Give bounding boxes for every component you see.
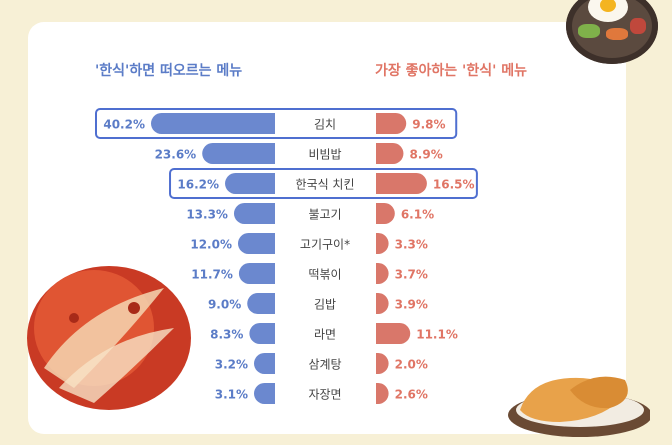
right-value-label: 16.5% bbox=[433, 178, 475, 192]
left-bar bbox=[249, 323, 275, 344]
bibimbap-bowl-illustration bbox=[566, 0, 658, 64]
left-bar bbox=[247, 293, 275, 314]
left-value-label: 3.1% bbox=[215, 388, 248, 402]
kimchi-stem-shape bbox=[59, 328, 174, 403]
right-bar bbox=[376, 143, 404, 164]
right-value-label: 3.7% bbox=[395, 268, 428, 282]
left-bar bbox=[225, 173, 275, 194]
right-bar bbox=[376, 203, 395, 224]
left-panel-title: '한식'하면 떠오르는 메뉴 bbox=[95, 63, 243, 79]
right-bar bbox=[376, 263, 389, 284]
right-value-label: 2.6% bbox=[395, 388, 428, 402]
right-value-label: 3.9% bbox=[395, 298, 428, 312]
left-value-label: 8.3% bbox=[210, 328, 243, 342]
egg-yolk-shape bbox=[600, 0, 616, 12]
left-value-label: 9.0% bbox=[208, 298, 241, 312]
left-value-label: 16.2% bbox=[177, 178, 219, 192]
category-label: 고기구이* bbox=[300, 238, 350, 252]
vegetable-shape bbox=[578, 24, 600, 38]
right-value-label: 3.3% bbox=[395, 238, 428, 252]
left-value-label: 23.6% bbox=[155, 148, 197, 162]
right-bar bbox=[376, 293, 389, 314]
vegetable-shape bbox=[606, 28, 628, 40]
right-bar bbox=[376, 323, 411, 344]
highlight-box bbox=[169, 168, 478, 199]
right-value-label: 2.0% bbox=[395, 358, 428, 372]
left-value-label: 12.0% bbox=[190, 238, 232, 252]
left-bar bbox=[237, 233, 275, 254]
right-bar bbox=[376, 383, 389, 404]
kimchi-illustration bbox=[27, 266, 191, 410]
vegetable-shape bbox=[630, 18, 646, 34]
left-value-label: 40.2% bbox=[103, 118, 145, 132]
right-value-label: 9.8% bbox=[412, 118, 445, 132]
chicken-piece-shape bbox=[570, 376, 628, 409]
right-value-label: 6.1% bbox=[401, 208, 434, 222]
left-value-label: 11.7% bbox=[191, 268, 233, 282]
right-value-label: 8.9% bbox=[409, 148, 442, 162]
left-bar bbox=[238, 263, 275, 284]
category-label: 라면 bbox=[314, 328, 336, 342]
category-label: 비빔밥 bbox=[308, 148, 341, 162]
category-label: 자장면 bbox=[308, 388, 341, 402]
left-bar bbox=[254, 353, 275, 374]
chili-fleck-shape bbox=[69, 313, 79, 323]
highlight-box bbox=[95, 108, 458, 139]
right-bar bbox=[376, 353, 389, 374]
right-panel-title: 가장 좋아하는 '한식' 메뉴 bbox=[375, 63, 527, 79]
category-label: 김밥 bbox=[314, 298, 336, 312]
left-value-label: 3.2% bbox=[215, 358, 248, 372]
category-label: 불고기 bbox=[308, 208, 341, 222]
left-bar bbox=[202, 143, 275, 164]
right-bar bbox=[376, 233, 389, 254]
right-bar bbox=[376, 173, 427, 194]
left-bar bbox=[254, 383, 275, 404]
chili-fleck-shape bbox=[128, 302, 140, 314]
left-value-label: 13.3% bbox=[186, 208, 228, 222]
right-value-label: 11.1% bbox=[416, 328, 458, 342]
category-label: 한국식 치킨 bbox=[295, 178, 354, 192]
right-bar bbox=[376, 113, 407, 134]
left-bar bbox=[233, 203, 275, 224]
category-label: 삼계탕 bbox=[308, 358, 341, 372]
fried-chicken-illustration bbox=[508, 376, 650, 437]
left-bar bbox=[151, 113, 275, 134]
category-label: 김치 bbox=[314, 118, 336, 132]
category-label: 떡볶이 bbox=[308, 268, 341, 282]
